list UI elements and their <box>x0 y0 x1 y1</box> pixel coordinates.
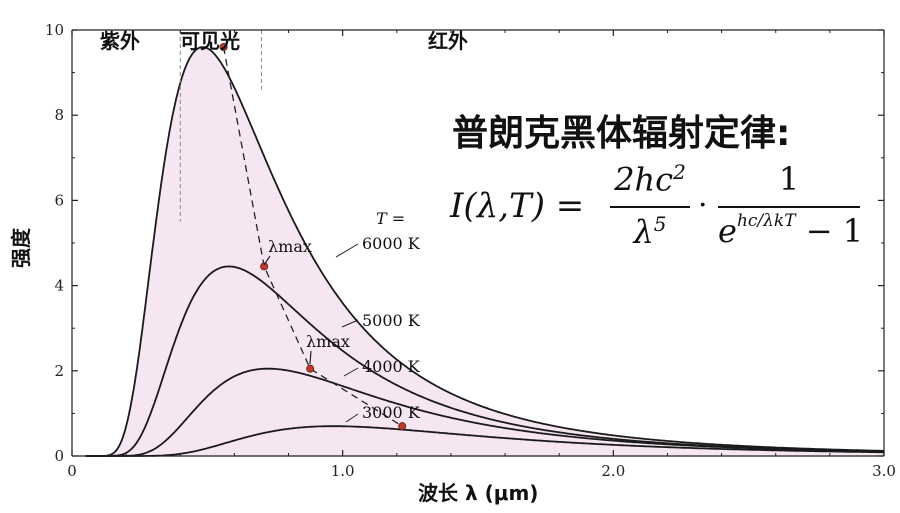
curve-3000k <box>85 425 884 457</box>
lambda-max-arrow-1 <box>263 255 271 266</box>
y-tick-label: 8 <box>54 106 64 124</box>
leader-5000k <box>341 319 359 328</box>
peak-locus-dashed <box>222 46 403 427</box>
peak-point-4000k <box>306 364 315 373</box>
region-label-visible: 可见光 <box>180 29 240 53</box>
temperature-prefix: T = <box>376 209 405 228</box>
curve-group <box>85 46 885 457</box>
planck-formula: I(λ,T) = 2hc2 λ5 · 1 ehc/λkT − 1 <box>450 158 880 288</box>
formula-numerator-2: 1 <box>778 160 800 198</box>
x-tick-label: 2.0 <box>601 462 625 480</box>
curve-6000k <box>85 46 885 457</box>
formula-numerator-1: 2hc2 <box>614 160 686 199</box>
y-tick-label: 6 <box>54 191 64 209</box>
region-label-uv: 紫外 <box>100 29 140 53</box>
lambda-max-label-1: λmax <box>268 237 312 256</box>
formula-dot: · <box>698 188 708 223</box>
axis-ticks: 0 2 4 6 8 10 0 1.0 2.0 3.0 <box>45 21 896 480</box>
lambda-max-arrow-2 <box>309 350 312 365</box>
y-tick-label: 0 <box>54 447 64 465</box>
curve-4000k <box>85 367 884 457</box>
peak-point-3000k <box>398 422 407 431</box>
x-tick-label: 0 <box>67 462 77 480</box>
leader-6000k <box>335 243 359 258</box>
formula-title: 普朗克黑体辐射定律: <box>452 113 791 154</box>
series-label-3000k: 3000 K <box>362 403 421 422</box>
fraction-bar-2 <box>718 206 860 208</box>
series-label-5000k: 5000 K <box>362 311 421 330</box>
y-tick-label: 2 <box>54 362 64 380</box>
fraction-bar-1 <box>610 206 690 208</box>
formula-fraction-2: 1 ehc/λkT − 1 <box>718 160 864 250</box>
peak-point-6000k <box>219 43 228 52</box>
y-tick-label: 10 <box>45 21 64 39</box>
series-label-6000k: 6000 K <box>362 234 421 253</box>
peak-point-5000k <box>260 262 269 271</box>
y-axis-label: 强度 <box>9 227 33 268</box>
formula-lhs: I(λ,T) = <box>450 186 585 226</box>
series-label-4000k: 4000 K <box>362 357 421 376</box>
x-tick-label: 1.0 <box>331 462 355 480</box>
formula-denominator-1: λ5 <box>633 212 667 251</box>
formula-fraction-1: 2hc2 λ5 <box>610 160 690 251</box>
lambda-max-label-2: λmax <box>306 332 350 351</box>
y-tick-label: 4 <box>54 277 64 295</box>
peak-markers <box>219 43 407 431</box>
area-fill-6000k <box>85 47 884 456</box>
leader-4000k <box>343 367 359 377</box>
region-label-ir: 红外 <box>428 29 468 53</box>
x-tick-label: 3.0 <box>872 462 896 480</box>
x-axis-label: 波长 λ (μm) <box>418 481 538 505</box>
leader-3000k <box>345 413 359 423</box>
formula-denominator-2: ehc/λkT − 1 <box>718 211 864 250</box>
